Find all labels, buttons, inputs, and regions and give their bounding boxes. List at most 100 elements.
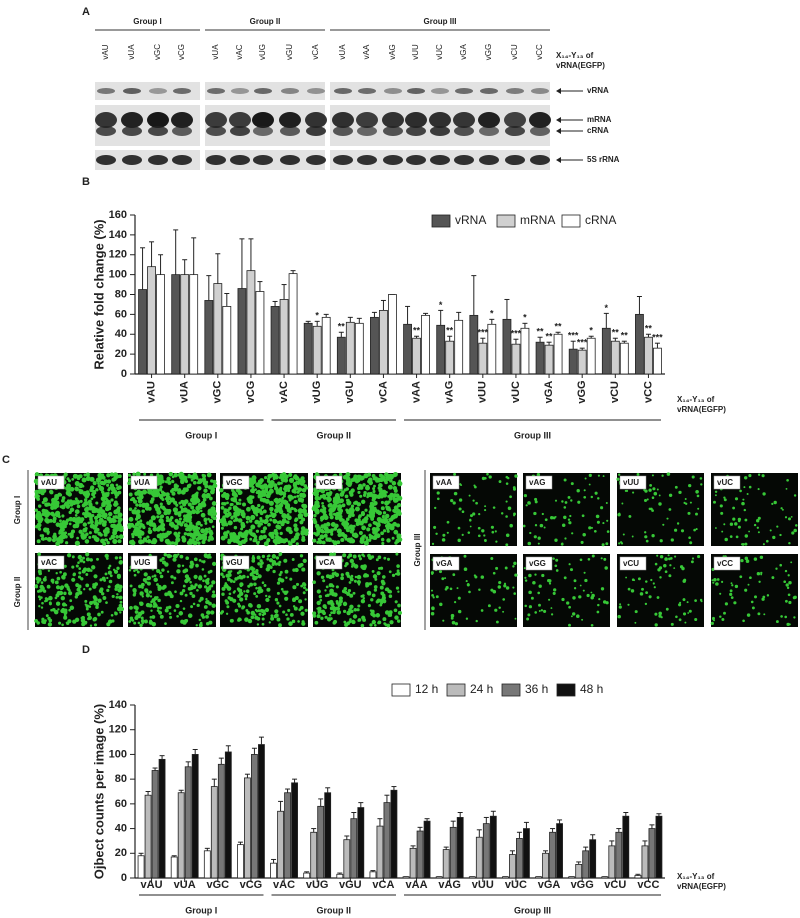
- cell: [37, 539, 41, 543]
- cell: [267, 480, 270, 483]
- cell: [78, 567, 81, 570]
- band: [454, 126, 474, 136]
- bar: [388, 295, 396, 375]
- cell: [371, 493, 376, 498]
- cell: [82, 512, 86, 516]
- cell: [113, 478, 116, 481]
- cell: [381, 580, 385, 584]
- cell: [259, 589, 263, 593]
- cell: [327, 529, 331, 533]
- cell: [138, 539, 143, 544]
- cell: [284, 538, 288, 542]
- cell: [204, 585, 207, 588]
- cell: [542, 513, 544, 515]
- cell: [210, 510, 213, 513]
- bar: [653, 348, 661, 374]
- cell: [468, 531, 471, 534]
- cell: [68, 533, 71, 536]
- cell: [156, 527, 161, 532]
- cell: [316, 607, 318, 609]
- bar: [578, 350, 586, 374]
- cell: [362, 618, 366, 622]
- cell: [654, 613, 657, 616]
- cell: [245, 598, 247, 600]
- cell: [305, 609, 308, 612]
- cell: [679, 618, 682, 621]
- cell: [138, 622, 141, 625]
- cell: [113, 569, 115, 571]
- cell: [117, 506, 121, 510]
- bar: [523, 829, 529, 878]
- cell: [61, 514, 64, 517]
- cell: [631, 589, 634, 592]
- cell: [253, 582, 256, 585]
- cell: [334, 524, 338, 528]
- cell: [245, 535, 248, 538]
- band: [406, 155, 426, 165]
- cell: [655, 623, 658, 626]
- cell: [386, 506, 391, 511]
- x-tick-label: vAU: [145, 381, 157, 403]
- cell: [166, 516, 169, 519]
- cell: [257, 555, 261, 559]
- x-axis-label: vRNA(EGFP): [677, 882, 726, 891]
- cell: [259, 538, 262, 541]
- cell: [72, 619, 76, 623]
- cell: [212, 525, 215, 528]
- cell: [779, 564, 782, 567]
- cell: [57, 608, 59, 610]
- cell: [292, 558, 295, 561]
- legend-label: 36 h: [525, 682, 548, 696]
- cell: [292, 620, 296, 624]
- bar: [292, 783, 298, 878]
- cell: [194, 575, 198, 579]
- cell: [661, 616, 663, 618]
- band: [172, 126, 192, 136]
- cell: [198, 599, 201, 602]
- cell: [174, 541, 178, 545]
- cell: [484, 540, 486, 542]
- cell: [627, 604, 629, 606]
- bar: [583, 851, 589, 878]
- x-tick-label: vUG: [306, 879, 329, 891]
- cell: [208, 535, 213, 540]
- cell: [657, 568, 660, 571]
- cell: [97, 532, 101, 536]
- cell: [689, 541, 692, 544]
- cell: [653, 582, 655, 584]
- cell: [313, 514, 316, 517]
- cell: [160, 538, 164, 542]
- cell: [618, 542, 620, 544]
- cell: [302, 620, 305, 623]
- cell: [221, 494, 225, 498]
- cell: [564, 537, 566, 539]
- legend-swatch: [562, 215, 580, 227]
- cell: [290, 496, 294, 500]
- cell: [506, 476, 509, 479]
- band: [254, 88, 272, 94]
- cell: [265, 595, 267, 597]
- cell: [369, 535, 374, 540]
- cell: [160, 485, 163, 488]
- cell: [649, 484, 652, 487]
- cell: [752, 606, 755, 609]
- cell: [484, 509, 486, 511]
- cell: [368, 523, 372, 527]
- cell: [771, 576, 774, 579]
- cell: [693, 529, 696, 532]
- cell: [317, 601, 321, 605]
- panel-letter: C: [2, 454, 10, 466]
- cell: [279, 605, 282, 608]
- arrow-head: [556, 157, 561, 163]
- cell: [205, 598, 207, 600]
- cell: [730, 523, 733, 526]
- cell: [450, 499, 453, 502]
- cell: [512, 565, 514, 567]
- cell: [380, 531, 384, 535]
- cell: [65, 487, 69, 491]
- cell: [54, 610, 59, 615]
- cell: [276, 506, 279, 509]
- cell: [266, 558, 269, 561]
- cell: [205, 530, 209, 534]
- bar: [285, 793, 291, 878]
